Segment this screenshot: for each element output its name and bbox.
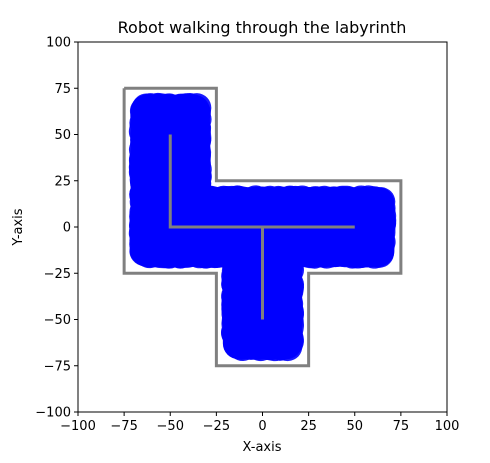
y-tick-label: −75 xyxy=(44,359,71,374)
x-tick-label: 0 xyxy=(258,419,266,434)
robot-path-trace-0-2 xyxy=(128,93,396,361)
x-tick-label: 25 xyxy=(300,419,317,434)
labyrinth-wall-1 xyxy=(168,134,355,229)
labyrinth-wall-0 xyxy=(122,86,403,368)
y-tick-label: 75 xyxy=(54,82,71,97)
y-tick-label: −50 xyxy=(44,313,71,328)
x-tick-label: 50 xyxy=(346,419,363,434)
x-tick-label: −75 xyxy=(110,419,137,434)
x-tick-label: 75 xyxy=(393,419,410,434)
x-tick-label: −25 xyxy=(203,419,230,434)
y-tick-label: 0 xyxy=(63,221,71,236)
y-tick-label: 50 xyxy=(54,128,71,143)
y-tick-label: 100 xyxy=(46,36,71,51)
chart-title: Robot walking through the labyrinth xyxy=(118,18,407,37)
x-axis-label: X-axis xyxy=(243,440,282,455)
x-tick-label: −50 xyxy=(157,419,184,434)
x-tick-label: −100 xyxy=(60,419,96,434)
x-ticks: −100 −75 −50 −25 0 25 50 75 100 xyxy=(60,412,459,434)
plot-area xyxy=(122,86,403,368)
y-tick-label: −25 xyxy=(44,267,71,282)
y-axis-label: Y-axis xyxy=(11,208,26,246)
y-tick-label: −100 xyxy=(35,406,71,421)
y-ticks: −100 −75 −50 −25 0 25 50 75 100 xyxy=(35,36,78,421)
x-tick-label: 100 xyxy=(435,419,460,434)
y-tick-label: 25 xyxy=(54,174,71,189)
